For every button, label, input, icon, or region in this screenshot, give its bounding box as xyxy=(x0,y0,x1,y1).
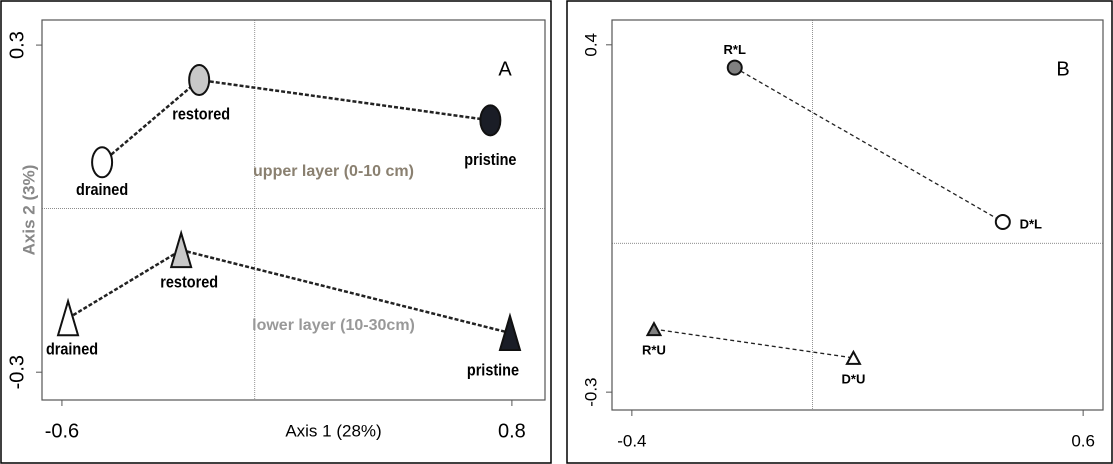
point-label: D*U xyxy=(842,371,866,386)
point xyxy=(188,63,211,96)
point xyxy=(645,321,663,337)
connector-line xyxy=(653,328,854,359)
plot-frame xyxy=(611,19,1104,411)
connector-line xyxy=(734,67,1004,223)
panel-frame xyxy=(0,0,552,464)
point xyxy=(56,297,80,337)
point-label: restored xyxy=(172,105,230,123)
point-label: R*L xyxy=(724,42,746,57)
y-tick-label: 0.4 xyxy=(581,33,600,57)
x-tick-label: 0.8 xyxy=(498,420,526,442)
point-label: restored xyxy=(160,274,218,292)
x-tick-label: -0.4 xyxy=(617,431,646,450)
annotation: lower layer (10-30cm) xyxy=(252,317,415,334)
panel-letter: B xyxy=(1056,58,1069,80)
x-tick-label: -0.6 xyxy=(45,420,79,442)
annotation: upper layer (0-10 cm) xyxy=(253,163,414,180)
point-label: pristine xyxy=(464,151,516,169)
point xyxy=(726,59,743,76)
x-axis-title: Axis 1 (28%) xyxy=(285,421,381,440)
plot-frame xyxy=(41,19,546,401)
panel-frame xyxy=(566,0,1113,464)
point-label: D*L xyxy=(1020,216,1042,231)
point xyxy=(498,312,522,351)
y-tick-label: 0.3 xyxy=(6,31,28,59)
point xyxy=(845,349,862,365)
point xyxy=(994,213,1011,230)
x-tick-label: 0.6 xyxy=(1071,431,1095,450)
connector-line xyxy=(101,78,491,164)
point xyxy=(169,229,193,269)
panel-letter: A xyxy=(498,58,512,80)
point-label: drained xyxy=(76,181,128,199)
point xyxy=(479,104,502,137)
point-label: pristine xyxy=(467,361,519,379)
point-label: drained xyxy=(46,341,98,359)
y-tick-label: -0.3 xyxy=(6,355,28,389)
point xyxy=(91,146,114,179)
y-tick-label: -0.3 xyxy=(581,377,600,406)
point-label: R*U xyxy=(642,343,666,358)
y-axis-title: Axis 2 (3%) xyxy=(19,165,38,256)
